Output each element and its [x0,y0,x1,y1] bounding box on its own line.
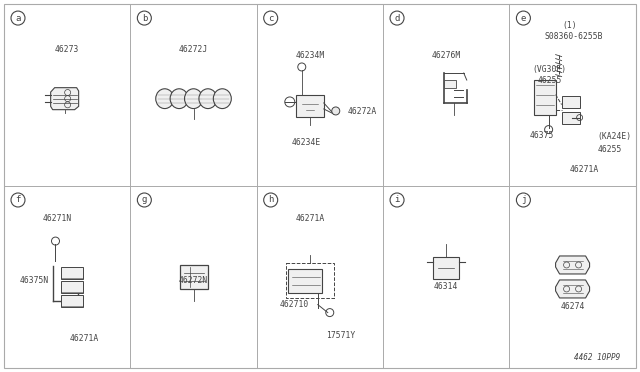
Text: 462710: 462710 [280,300,308,309]
Bar [288,269,322,293]
Text: S08360-6255B: S08360-6255B [545,32,604,41]
Ellipse shape [170,89,188,109]
Ellipse shape [199,89,217,109]
Text: 46272N: 46272N [179,276,208,285]
Text: 46271A: 46271A [70,334,99,343]
Bar [286,263,333,298]
Text: (VG30E): (VG30E) [532,65,566,74]
Text: 4462 10PP9: 4462 10PP9 [573,353,620,362]
Text: j: j [521,196,526,205]
Polygon shape [51,88,79,110]
Text: 46271A: 46271A [570,165,599,174]
Text: 46272J: 46272J [179,45,208,54]
Text: (1): (1) [563,22,577,31]
Bar [296,95,324,117]
Bar [433,257,460,279]
Bar [61,295,83,307]
Text: 46234E: 46234E [292,138,321,147]
Text: i: i [394,196,400,205]
Ellipse shape [156,89,173,109]
Text: 46274: 46274 [561,302,585,311]
Text: 46255: 46255 [598,145,622,154]
Text: 46272A: 46272A [348,107,377,116]
Ellipse shape [184,89,202,109]
Text: 46375N: 46375N [19,276,49,285]
Text: g: g [141,196,147,205]
Text: a: a [15,13,20,23]
Text: f: f [15,196,20,205]
Ellipse shape [332,107,340,115]
Bar [61,267,83,279]
Bar [61,281,83,293]
Text: (KA24E): (KA24E) [598,132,632,141]
Bar [180,265,207,289]
Text: 46255: 46255 [537,76,561,85]
Text: c: c [268,13,273,23]
Bar [534,80,556,115]
Text: e: e [521,13,526,23]
Polygon shape [556,256,589,274]
Polygon shape [556,280,589,298]
Bar [562,112,580,124]
Text: 46271A: 46271A [295,214,324,223]
Text: 46276M: 46276M [431,51,461,60]
Text: b: b [141,13,147,23]
Text: 17571Y: 17571Y [326,331,355,340]
Bar [562,96,580,108]
Text: 46234M: 46234M [295,51,324,60]
Text: 46271N: 46271N [42,214,72,223]
Text: h: h [268,196,273,205]
Text: 46273: 46273 [55,45,79,54]
Text: 46375: 46375 [530,131,554,140]
Text: d: d [394,13,400,23]
Ellipse shape [213,89,231,109]
Text: 46314: 46314 [434,282,458,291]
Bar [444,80,456,88]
